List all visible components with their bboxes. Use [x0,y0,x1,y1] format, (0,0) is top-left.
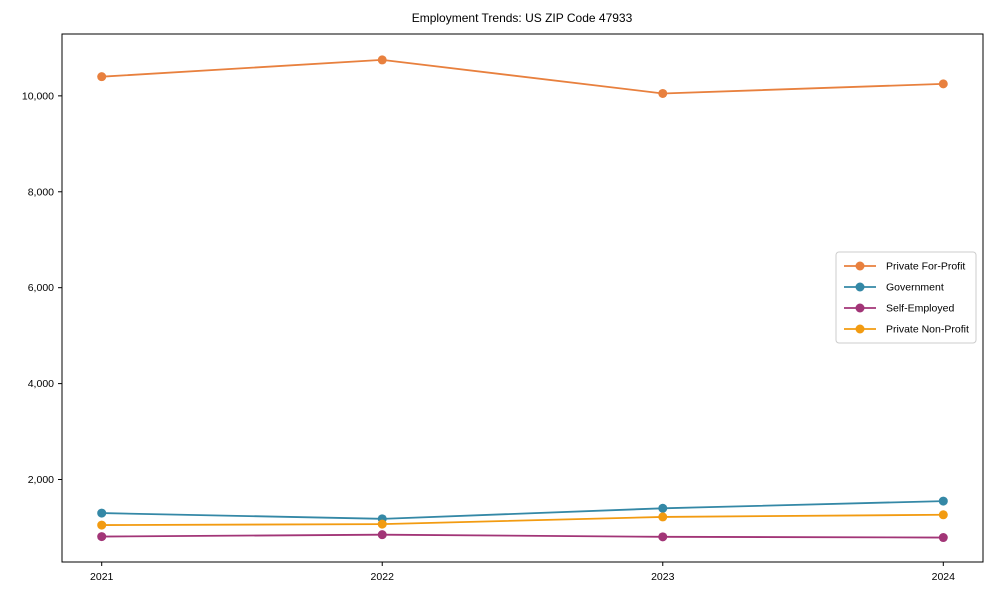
data-point-private-for-profit-2024 [938,79,948,89]
legend-marker-self-employed [855,303,865,313]
series-line-self-employed [101,533,944,539]
legend-marker-private-for-profit [855,261,865,271]
x-tick-label: 2021 [90,571,114,583]
legend-label-private-for-profit: Private For-Profit [886,261,965,273]
plot-border [61,33,984,563]
legend-label-self-employed: Self-Employed [886,303,954,315]
data-point-private-non-profit-2023 [658,512,668,522]
chart-title: Employment Trends: US ZIP Code 47933 [412,11,633,25]
x-tick-label: 2023 [651,571,675,583]
legend-marker-private-non-profit [855,324,865,334]
series-line-private-for-profit [101,58,944,95]
data-point-government-2021 [97,508,107,518]
legend: Private For-Profit Government Self-Employe… [835,251,977,344]
data-point-private-for-profit-2022 [377,55,387,65]
series-line-government [101,500,944,520]
axes: 2,000 4,000 6,000 8,000 10,000 2021 2022 2023 20… [22,33,984,583]
data-point-self-employed-2021 [97,532,107,542]
x-tick-label: 2022 [371,571,395,583]
legend-box [835,251,977,344]
data-point-private-non-profit-2021 [97,520,107,530]
data-point-government-2024 [938,496,948,506]
data-point-self-employed-2023 [658,532,668,542]
legend-label-private-non-profit: Private Non-Profit [886,324,969,336]
y-tick-label: 2,000 [28,474,54,486]
data-point-private-for-profit-2023 [658,88,668,98]
data-point-government-2023 [658,503,668,513]
data-point-private-non-profit-2024 [938,510,948,520]
y-tick-label: 10,000 [22,90,54,102]
data-point-private-for-profit-2021 [97,72,107,82]
data-point-self-employed-2022 [377,530,387,540]
data-point-self-employed-2024 [938,533,948,543]
y-tick-label: 8,000 [28,186,54,198]
series-lines [97,55,948,543]
legend-marker-government [855,282,865,292]
y-tick-label: 4,000 [28,378,54,390]
data-point-private-non-profit-2022 [377,519,387,529]
x-tick-label: 2024 [932,571,956,583]
y-tick-label: 6,000 [28,282,54,294]
legend-label-government: Government [886,282,944,294]
series-line-private-non-profit [101,513,944,526]
